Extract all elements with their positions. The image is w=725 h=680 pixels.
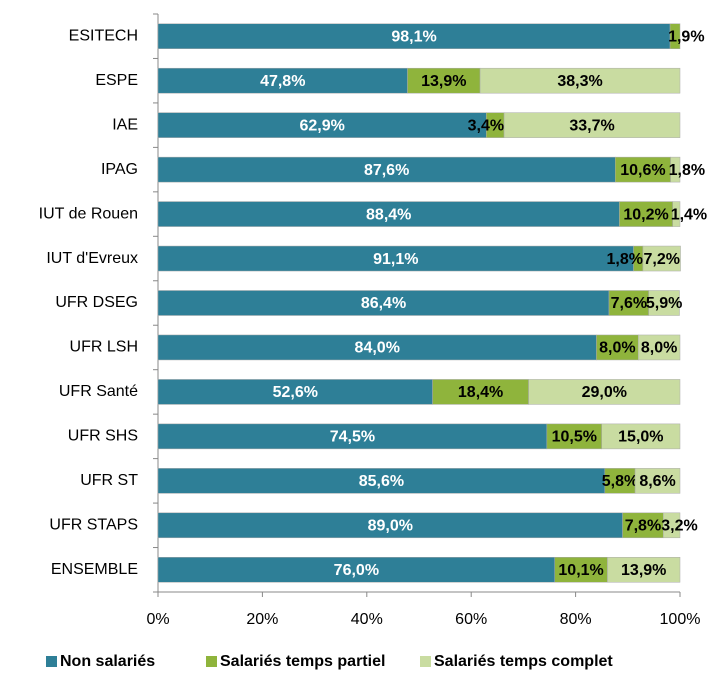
y-tick-label: IAE [112, 116, 138, 133]
x-tick-label: 20% [246, 611, 278, 628]
data-label: 7,6% [611, 295, 647, 312]
data-label: 8,0% [599, 340, 635, 357]
data-label: 74,5% [330, 429, 375, 446]
bar-segment [637, 334, 681, 361]
data-label: 8,6% [639, 473, 675, 490]
bar-segment [157, 201, 620, 227]
bar-segment [648, 290, 680, 316]
bar-segment [157, 423, 548, 450]
data-label: 7,8% [625, 518, 661, 535]
data-label: 84,0% [355, 340, 400, 357]
y-tick-label: IPAG [101, 161, 138, 178]
x-tick-label: 0% [146, 611, 169, 628]
bar-segment [157, 379, 433, 405]
bar-segment [528, 379, 681, 405]
x-tick-label: 100% [660, 611, 701, 628]
bar-segment [157, 468, 606, 494]
data-label: 8,0% [641, 340, 677, 357]
data-label: 5,8% [602, 473, 638, 490]
data-label: 3,2% [661, 518, 697, 535]
data-label: 52,6% [273, 384, 318, 401]
data-label: 15,0% [618, 429, 663, 446]
bar-segment [479, 67, 681, 94]
bar-segment [608, 290, 649, 316]
legend-label: Non salariés [60, 653, 155, 670]
data-label: 1,4% [671, 206, 707, 223]
bar-segment [157, 23, 671, 49]
data-label: 10,6% [620, 162, 665, 179]
legend-swatch [206, 656, 217, 667]
bar-segment [670, 156, 681, 183]
bar-segment [157, 557, 555, 583]
bar-segment [619, 201, 673, 227]
data-label: 88,4% [366, 206, 411, 223]
y-tick-label: UFR SHS [68, 428, 138, 445]
legend-label: Salariés temps complet [434, 653, 613, 670]
y-tick-label: UFR LSH [70, 339, 138, 356]
bar-segment [157, 290, 610, 316]
y-tick-label: IUT d'Evreux [46, 250, 138, 267]
data-label: 1,9% [668, 28, 704, 45]
bar-segment [432, 379, 529, 405]
bar-segment [407, 67, 481, 94]
data-label: 7,2% [643, 251, 679, 268]
data-label: 87,6% [364, 162, 409, 179]
y-tick-label: UFR Santé [59, 383, 138, 400]
y-tick-label: ENSEMBLE [51, 561, 138, 578]
y-tick-label: ESPE [95, 72, 138, 89]
data-label: 13,9% [421, 73, 466, 90]
legend-swatch [46, 656, 57, 667]
bar-segment [601, 423, 681, 450]
y-tick-label: ESITECH [69, 27, 138, 44]
data-label: 1,8% [669, 162, 705, 179]
data-label: 10,5% [552, 429, 597, 446]
bar-segment [546, 423, 602, 450]
y-tick-label: IUT de Rouen [39, 205, 138, 222]
bar-segment [503, 112, 681, 138]
data-label: 33,7% [569, 117, 614, 134]
bar-segment [642, 245, 681, 272]
bar-segment [634, 468, 681, 494]
data-label: 62,9% [299, 117, 344, 134]
bar-segment [615, 156, 671, 183]
legend-label: Salariés temps partiel [220, 653, 385, 670]
data-label: 98,1% [391, 28, 436, 45]
bar-segment [607, 557, 681, 583]
bar-segment [672, 201, 681, 227]
x-tick-label: 80% [560, 611, 592, 628]
data-label: 3,4% [468, 117, 504, 134]
x-tick-label: 40% [351, 611, 383, 628]
data-label: 47,8% [260, 73, 305, 90]
data-label: 38,3% [557, 73, 602, 90]
data-label: 91,1% [373, 251, 418, 268]
data-label: 89,0% [368, 518, 413, 535]
y-tick-label: UFR DSEG [55, 294, 138, 311]
bar-segment [669, 23, 681, 49]
bar-segment [157, 512, 623, 539]
legend-swatch [420, 656, 431, 667]
data-label: 18,4% [458, 384, 503, 401]
bar-segment [554, 557, 608, 583]
bar-segment [663, 512, 681, 539]
data-label: 13,9% [621, 562, 666, 579]
y-tick-label: UFR ST [80, 472, 138, 489]
data-label: 86,4% [361, 295, 406, 312]
bar-segment [157, 112, 487, 138]
data-label: 85,6% [359, 473, 404, 490]
data-label: 76,0% [334, 562, 379, 579]
data-label: 29,0% [582, 384, 627, 401]
y-tick-label: UFR STAPS [49, 517, 138, 534]
bar-segment [157, 67, 408, 94]
data-label: 5,9% [646, 295, 682, 312]
data-label: 10,2% [623, 206, 668, 223]
data-label: 10,1% [558, 562, 603, 579]
data-label: 1,8% [606, 251, 642, 268]
bar-segment [157, 334, 597, 361]
x-tick-label: 60% [455, 611, 487, 628]
